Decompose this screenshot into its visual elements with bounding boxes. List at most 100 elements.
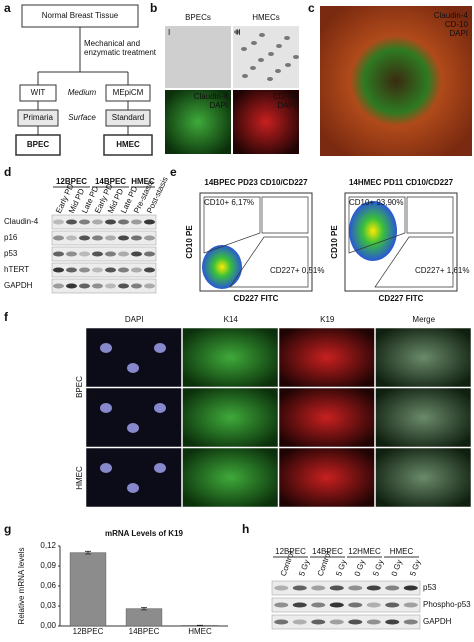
band — [311, 603, 325, 608]
axis-label: CD10 PE — [185, 225, 194, 259]
band — [144, 252, 155, 257]
panel-label: d — [4, 165, 11, 179]
band — [385, 603, 399, 608]
stain: CD-10 — [445, 20, 469, 29]
micrograph — [376, 388, 472, 447]
band — [118, 284, 129, 289]
row-label: GAPDH — [423, 617, 452, 626]
cell — [258, 58, 264, 62]
row-label: Phospho-p53 — [423, 600, 471, 609]
plot-title: 14BPEC PD23 CD10/CD227 — [204, 178, 308, 187]
panel-label: a — [4, 1, 11, 15]
band — [92, 268, 103, 273]
band — [144, 236, 155, 241]
nucleus — [154, 463, 166, 473]
x-tick-label: 12BPEC — [73, 627, 104, 636]
band — [79, 236, 90, 241]
band — [105, 268, 116, 273]
micrograph — [376, 328, 472, 387]
band — [53, 268, 64, 273]
nucleus — [127, 363, 139, 373]
micrograph — [86, 328, 182, 387]
lane-label: 0 Gy — [353, 558, 367, 577]
cell — [268, 52, 274, 56]
stain: DAPI — [449, 29, 468, 38]
stain: DAPI — [277, 101, 296, 110]
cell — [275, 69, 281, 73]
band — [274, 603, 288, 608]
band — [404, 586, 418, 591]
nucleus — [154, 403, 166, 413]
band — [144, 268, 155, 273]
band — [348, 603, 362, 608]
stain: DAPI — [209, 101, 228, 110]
band — [330, 586, 344, 591]
cell — [259, 33, 265, 37]
group-label: BPEC — [75, 376, 84, 398]
band — [66, 220, 77, 225]
band — [293, 586, 307, 591]
band — [66, 268, 77, 273]
band — [105, 236, 116, 241]
panel-label: h — [242, 522, 249, 536]
band — [79, 252, 90, 257]
band — [53, 236, 64, 241]
gate-label: CD10+ 93,90% — [349, 198, 403, 207]
band — [330, 603, 344, 608]
nucleus — [100, 403, 112, 413]
bar — [126, 609, 162, 626]
y-axis-label: Relative mRNA levels — [17, 548, 26, 625]
nucleus — [100, 343, 112, 353]
note: Medium — [68, 88, 97, 97]
axis-label: CD10 PE — [330, 225, 339, 259]
cell — [285, 63, 291, 67]
band — [118, 236, 129, 241]
y-tick-label: 0,12 — [40, 541, 56, 550]
note: Surface — [68, 113, 96, 122]
band — [348, 586, 362, 591]
band — [144, 220, 155, 225]
band — [131, 284, 142, 289]
group-label: HMEC — [390, 547, 414, 556]
nucleus — [127, 483, 139, 493]
note: enzymatic treatment — [84, 48, 157, 57]
row-label: hTERT — [4, 265, 29, 274]
band — [385, 620, 399, 625]
band — [404, 603, 418, 608]
band — [79, 220, 90, 225]
lane-label: 0 Gy — [390, 558, 404, 577]
band — [131, 252, 142, 257]
band — [311, 586, 325, 591]
band — [53, 252, 64, 257]
y-tick-label: 0,09 — [40, 561, 56, 570]
band — [105, 284, 116, 289]
gate-label: CD227+ 0,51% — [270, 266, 324, 275]
row-label: p53 — [423, 583, 437, 592]
x-tick-label: 14BPEC — [129, 627, 160, 636]
lane-label: 5 Gy — [371, 558, 385, 577]
column-title: Merge — [412, 315, 435, 324]
y-tick-label: 0,06 — [40, 581, 56, 590]
cell — [267, 77, 273, 81]
band — [131, 236, 142, 241]
bar — [70, 553, 106, 626]
band — [311, 620, 325, 625]
band — [92, 284, 103, 289]
row-label: GAPDH — [4, 281, 33, 290]
cell — [250, 66, 256, 70]
band — [118, 220, 129, 225]
y-tick-label: 0,00 — [40, 621, 56, 630]
cell — [293, 55, 299, 59]
micrograph — [183, 388, 279, 447]
panel-label: c — [308, 1, 315, 15]
stain: CD-10 — [273, 92, 297, 101]
column-title: K14 — [224, 315, 239, 324]
panel-label: f — [4, 310, 9, 324]
box-text: HMEC — [116, 140, 140, 149]
micrograph — [86, 448, 182, 507]
panel-label: b — [150, 1, 157, 15]
axis-label: CD227 FITC — [234, 294, 279, 303]
group-label: HMEC — [75, 466, 84, 490]
gate-label: CD10+ 6,17% — [204, 198, 254, 207]
micrograph — [279, 388, 375, 447]
